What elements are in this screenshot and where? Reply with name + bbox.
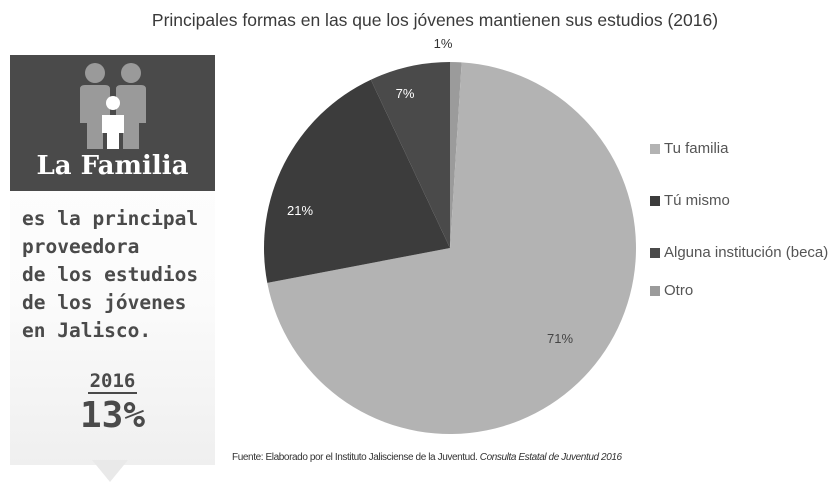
chart-legend: Tu familia Tú mismo Alguna institución (… [650, 140, 830, 334]
source-prefix: Fuente: Elaborado por el Instituto Jalis… [232, 452, 478, 463]
source-title: Consulta Estatal de Juventud 2016 [479, 452, 622, 463]
legend-swatch [650, 248, 660, 258]
legend-item: Tu familia [650, 140, 830, 158]
legend-item: Tú mismo [650, 192, 830, 210]
legend-item: Alguna institución (beca) [650, 244, 830, 262]
description-line: en Jalisco. [22, 319, 152, 342]
legend-swatch [650, 196, 660, 206]
slice-label: 21% [287, 203, 313, 218]
panel-percent: 13% [79, 395, 146, 436]
slice-label: 71% [547, 331, 573, 346]
description-line: es la principal [22, 207, 199, 230]
panel-pointer [92, 460, 128, 482]
slice-label: 1% [434, 36, 453, 51]
legend-swatch [650, 286, 660, 296]
description-line: de los estudios [22, 263, 199, 286]
pie-chart: 1% 71% 21% 7% [264, 36, 636, 434]
source-note: Fuente: Elaborado por el Instituto Jalis… [232, 452, 831, 463]
year-value: 2016 [87, 370, 138, 394]
slice-label: 7% [396, 86, 415, 101]
description-line: proveedora [22, 235, 140, 258]
description-line: de los jóvenes [22, 291, 187, 314]
panel-description: es la principal proveedora de los estudi… [22, 205, 217, 345]
legend-item: Otro [650, 282, 830, 300]
info-panel: La Familia es la principal proveedora de… [10, 55, 215, 465]
panel-year: 2016 [10, 370, 215, 394]
pie-slice [450, 62, 462, 248]
legend-label: Alguna institución (beca) [664, 244, 829, 261]
chart-title: Principales formas en las que los jóvene… [151, 10, 719, 30]
family-label: La Familia [36, 151, 189, 181]
family-banner: La Familia [10, 55, 215, 191]
legend-label: Otro [664, 282, 694, 299]
pie-slice [267, 62, 636, 434]
pie-slice [264, 79, 450, 283]
legend-label: Tu familia [664, 140, 729, 157]
legend-label: Tú mismo [664, 192, 730, 209]
pie-slice [370, 62, 450, 248]
family-icon [80, 63, 146, 149]
legend-swatch [650, 144, 660, 154]
